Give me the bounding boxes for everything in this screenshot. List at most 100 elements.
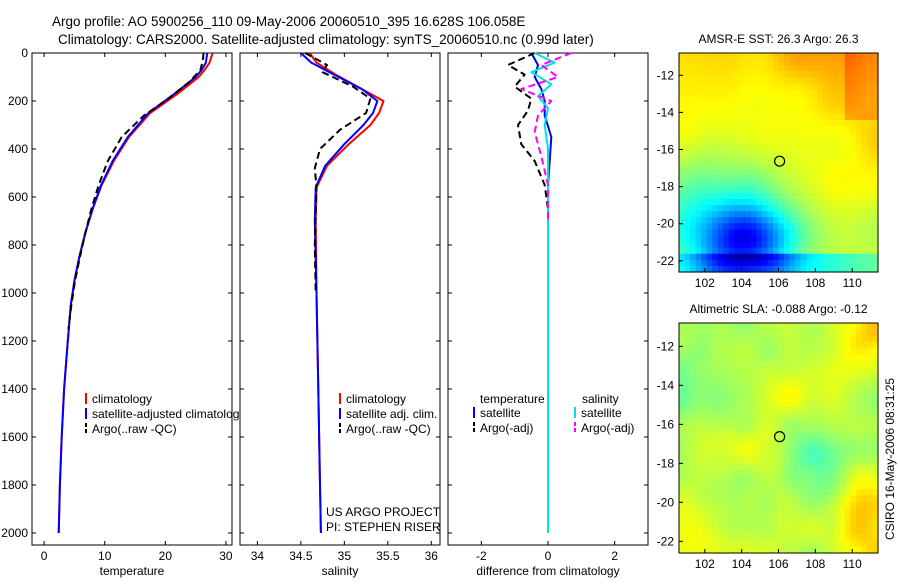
sst-map-cell [684, 156, 691, 164]
sla-map-cell [833, 418, 840, 426]
sla-map-cell [684, 489, 691, 497]
sla-map-cell [850, 444, 857, 452]
sla-map-cell [712, 533, 719, 541]
sst-map-cell [861, 107, 868, 115]
sst-map-cell [701, 192, 708, 200]
sla-map-cell [723, 323, 730, 330]
sst-map-cell [739, 211, 746, 218]
sst-map-cell [701, 259, 708, 267]
sla-map-cell [861, 323, 868, 330]
sst-map-cell [756, 174, 763, 182]
sst-map-cell [789, 241, 796, 249]
sla-map-cell [684, 514, 691, 522]
sla-map-cell [861, 501, 868, 509]
sst-map-cell [712, 259, 719, 267]
sla-map-cell [706, 489, 713, 497]
sst-map-cell [817, 119, 824, 127]
sla-map-cell [701, 450, 708, 458]
sla-map-cell [800, 533, 807, 541]
sla-map-cell [723, 342, 730, 350]
temperature-legend-2-label: Argo(..raw -QC) [92, 422, 177, 436]
sla-map-cell [828, 521, 835, 529]
sla-map-cell [828, 425, 835, 433]
sla-map-cell [772, 482, 780, 490]
sst-map-cell [861, 223, 868, 231]
sst-map-cell [756, 77, 763, 85]
sla-map-cell [679, 438, 686, 445]
sla-map-cell [789, 431, 796, 439]
sst-map-cell [701, 199, 708, 206]
sst-map-cell [690, 65, 697, 72]
sst-map-cell [728, 223, 735, 231]
sst-map-cell [772, 156, 780, 164]
sst-map-cell [828, 144, 835, 151]
temperature-ytick-label: 1600 [1, 430, 28, 444]
sla-map-cell [756, 367, 763, 375]
sla-map-cell [861, 482, 868, 490]
sst-map-cell [728, 229, 735, 237]
sst-map-cell [855, 265, 863, 273]
sla-map-ytick-label: -22 [657, 534, 675, 548]
sla-map-cell [723, 521, 730, 529]
sla-map-cell [844, 476, 851, 484]
sst-map-cell [822, 168, 829, 176]
sst-map-cell [772, 59, 780, 66]
sla-map-cell [850, 527, 857, 535]
sst-map-cell [701, 247, 708, 255]
sst-map-cell [844, 59, 851, 66]
sla-map-cell [695, 399, 702, 407]
sla-map-cell [734, 482, 741, 490]
sst-map-cell [822, 107, 829, 115]
sla-map-cell [822, 457, 829, 465]
sla-map-cell [784, 406, 791, 414]
sla-map-cell [828, 508, 835, 516]
sst-map-cell [861, 89, 868, 97]
sla-map-cell [728, 444, 735, 452]
sst-map-cell [850, 192, 857, 200]
sla-map-cell [717, 521, 724, 529]
sla-map-cell [734, 438, 741, 445]
sla-map-cell [756, 348, 763, 356]
sla-map-cell [800, 342, 807, 350]
sla-map-cell [728, 425, 735, 433]
sla-map-cell [844, 457, 851, 465]
sst-map-cell [761, 199, 769, 206]
sst-map-cell [706, 253, 713, 261]
sla-map-cell [679, 406, 686, 414]
sla-map-cell [706, 399, 713, 407]
sst-map-cell [734, 180, 741, 188]
sst-map-cell [728, 162, 735, 170]
sla-map-cell [872, 342, 879, 350]
sla-map-cell [811, 380, 818, 388]
sla-map-cell [822, 323, 829, 330]
sla-map-cell [690, 335, 697, 343]
sla-map-cell [872, 546, 879, 554]
sst-map-cell [706, 259, 713, 267]
sla-map-cell [789, 418, 796, 426]
sst-map-cell [833, 247, 840, 255]
sst-map-cell [817, 53, 824, 60]
sla-map-cell [750, 476, 757, 484]
sst-map-cell [844, 211, 851, 218]
sst-map-cell [784, 132, 791, 139]
sst-map-cell [684, 95, 691, 103]
sst-map-cell [828, 205, 835, 212]
sst-map-cell [728, 156, 735, 164]
sst-map-cell [817, 205, 824, 212]
sst-map-cell [761, 265, 769, 273]
sst-map-cell [761, 259, 769, 267]
sst-map-cell [750, 144, 757, 151]
sla-map-cell [839, 399, 846, 407]
sst-map-cell [767, 180, 774, 188]
sla-map-cell [701, 469, 708, 477]
sst-map-cell [690, 107, 697, 115]
sst-map-cell [795, 138, 802, 145]
sla-map-cell [855, 354, 863, 362]
sst-map-cell [806, 186, 813, 194]
sla-map-cell [695, 482, 702, 490]
sla-map-cell [795, 348, 802, 356]
sla-map-cell [695, 342, 702, 350]
sla-map-cell [745, 482, 752, 490]
sla-map-cell [695, 540, 702, 548]
sla-map-cell [833, 540, 840, 548]
